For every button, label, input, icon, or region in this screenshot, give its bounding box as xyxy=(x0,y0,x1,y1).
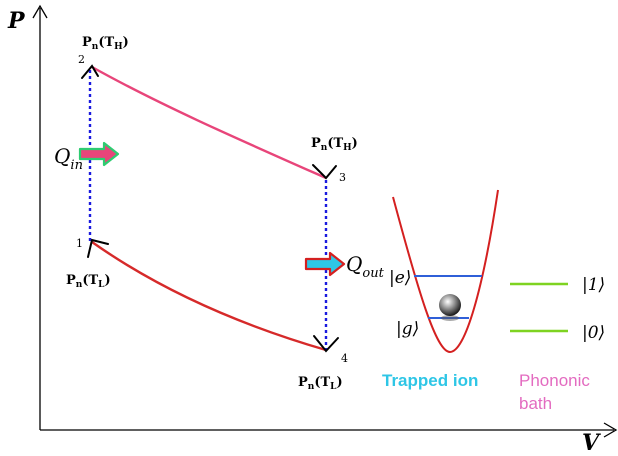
marker-point-4 xyxy=(313,335,339,353)
heat-out: Qout xyxy=(304,251,385,281)
q-in-arrow xyxy=(78,141,120,167)
phononic-bath-caption-line2: bath xyxy=(519,394,552,413)
trapped-ion: |e⟩ |g⟩ Trapped ion xyxy=(382,189,499,390)
point-label-2: 2 xyxy=(78,53,85,66)
ground-state-label: |g⟩ xyxy=(396,319,419,339)
marker-point-1 xyxy=(87,238,109,258)
q-out-label: Qout xyxy=(346,252,385,281)
point-label-4: 4 xyxy=(341,352,348,365)
point-label-1: 1 xyxy=(76,237,83,250)
state-label-3: Pn(TH) xyxy=(311,136,358,153)
ion-shadow xyxy=(441,315,459,321)
trapped-ion-caption: Trapped ion xyxy=(382,371,478,390)
bath-state-0-label: |0⟩ xyxy=(582,323,605,343)
q-in-label: Qin xyxy=(54,144,83,173)
excited-state-label: |e⟩ xyxy=(389,268,411,288)
x-axis-label: V xyxy=(582,430,601,456)
point-label-3: 3 xyxy=(339,171,346,184)
bath-state-1-label: |1⟩ xyxy=(582,275,605,295)
cold-isotherm-curve xyxy=(91,241,327,352)
phononic-bath-caption-line1: Phononic xyxy=(519,371,590,390)
state-label-1: Pn(TL) xyxy=(66,273,111,290)
state-label-2: Pn(TH) xyxy=(82,35,129,52)
y-axis-arrow xyxy=(32,4,48,19)
point-numbers: 2 3 1 4 xyxy=(76,53,348,365)
marker-point-3 xyxy=(312,164,337,180)
state-labels: Pn(TH) Pn(TH) Pn(TL) Pn(TL) xyxy=(66,35,358,392)
cycle-curves xyxy=(88,65,328,352)
phononic-bath: |1⟩ |0⟩ Phononic bath xyxy=(510,275,605,413)
marker-point-2 xyxy=(81,64,99,79)
ion-sphere xyxy=(439,294,461,316)
x-axis-arrow xyxy=(603,422,618,438)
q-out-arrow xyxy=(304,251,346,277)
axes: P V xyxy=(7,4,618,456)
heat-in: Qin xyxy=(54,141,120,173)
y-axis-label: P xyxy=(7,8,26,34)
corner-markers xyxy=(81,64,339,353)
state-label-4: Pn(TL) xyxy=(298,375,343,392)
trap-potential xyxy=(392,189,499,354)
hot-isotherm-curve xyxy=(91,65,327,180)
